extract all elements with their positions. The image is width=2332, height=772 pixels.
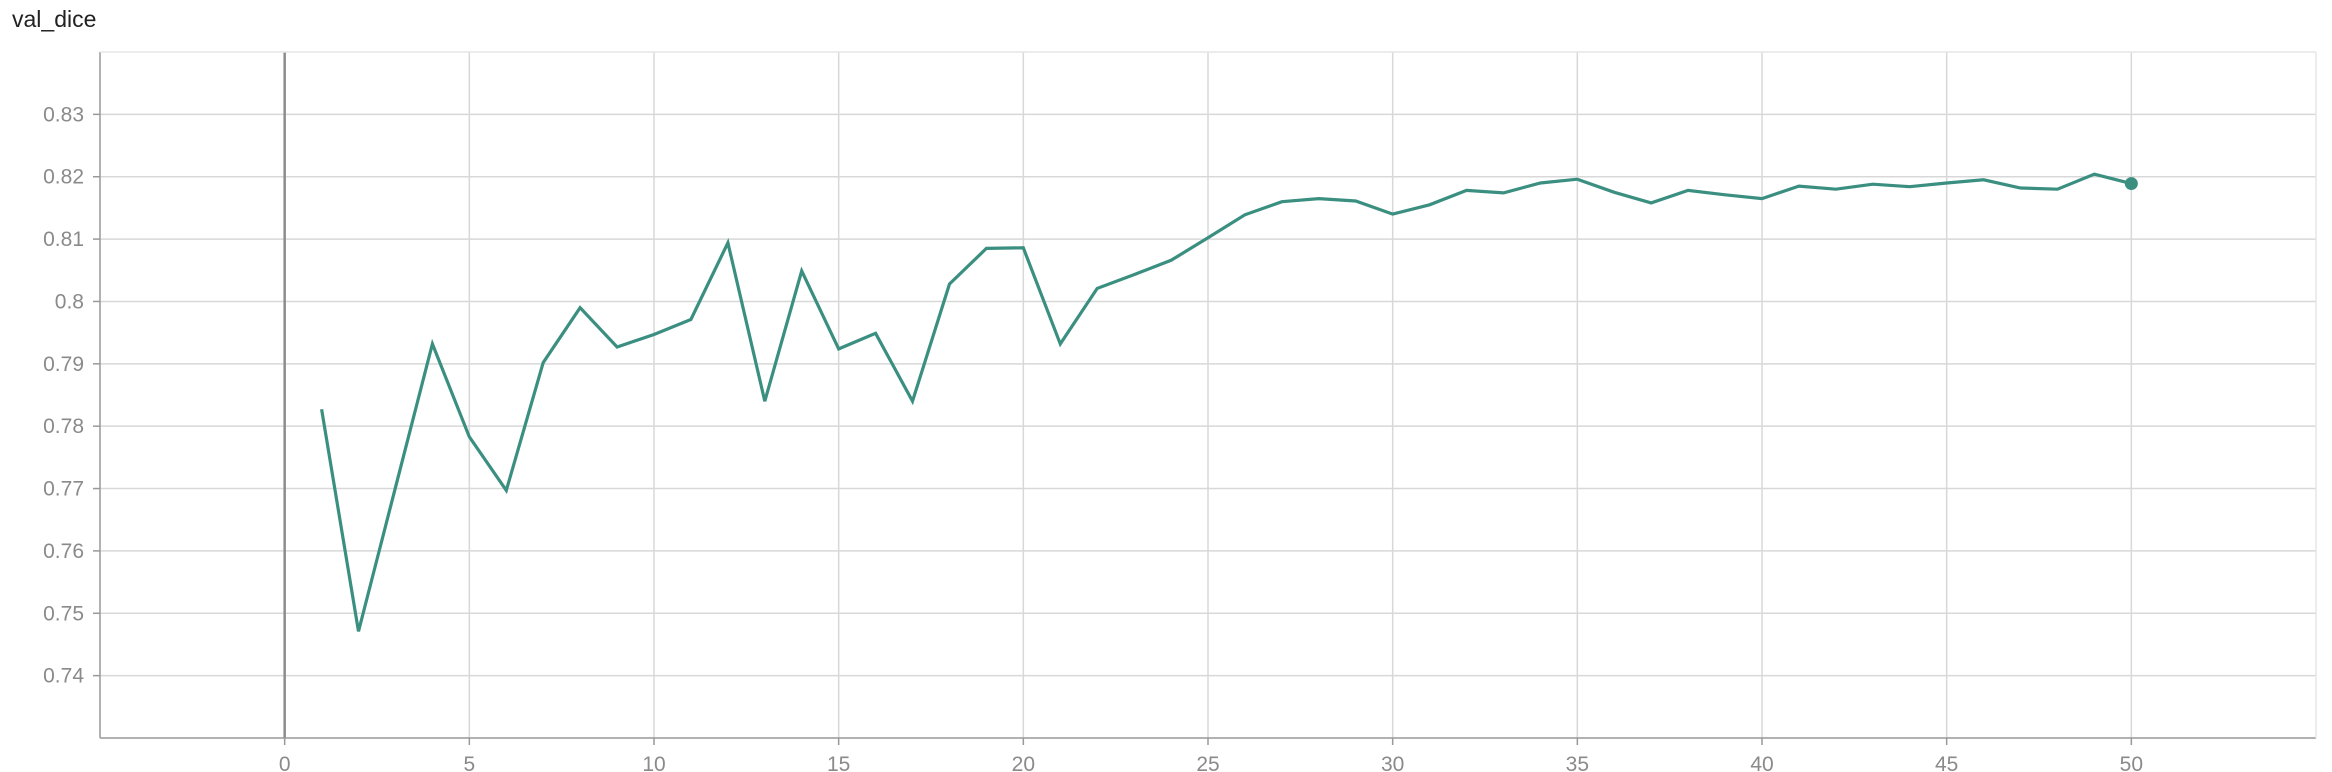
x-tick-label: 45	[1935, 753, 1958, 772]
y-tick-label: 0.83	[43, 103, 84, 126]
y-tick-label: 0.82	[43, 166, 84, 189]
x-tick-label: 35	[1566, 753, 1589, 772]
x-tick-label: 10	[642, 753, 665, 772]
y-tick-label: 0.78	[43, 415, 84, 438]
last-point-marker	[2124, 177, 2138, 191]
y-tick-label: 0.81	[43, 228, 84, 251]
x-tick-label: 15	[827, 753, 850, 772]
chart-title: val_dice	[12, 6, 97, 32]
y-tick-label: 0.74	[43, 665, 84, 688]
x-tick-label: 40	[1750, 753, 1773, 772]
y-tick-label: 0.77	[43, 478, 84, 501]
y-tick-label: 0.79	[43, 353, 84, 376]
x-tick-label: 50	[2120, 753, 2143, 772]
x-tick-label: 0	[279, 753, 291, 772]
series-line	[320, 172, 2132, 632]
x-tick-label: 30	[1381, 753, 1404, 772]
y-tick-label: 0.75	[43, 602, 84, 625]
x-tick-label: 20	[1012, 753, 1035, 772]
x-tick-label: 25	[1196, 753, 1219, 772]
x-tick-label: 5	[463, 753, 475, 772]
y-tick-label: 0.76	[43, 540, 84, 563]
y-tick-label: 0.8	[55, 290, 84, 313]
